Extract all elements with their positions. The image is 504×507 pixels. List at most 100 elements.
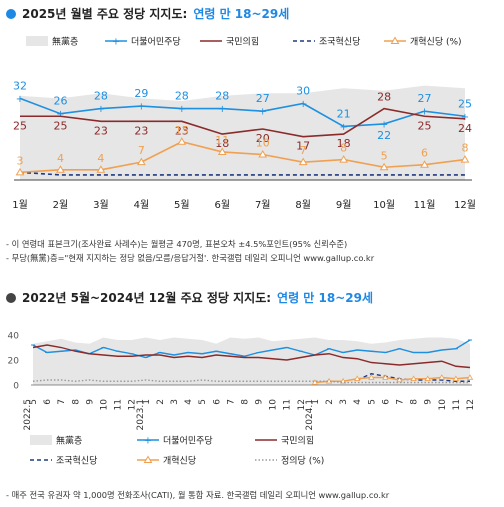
chart2-x-tick-6: 10: [99, 399, 109, 411]
chart1-legend-개혁신당-label: 개혁신당 (%): [410, 37, 462, 48]
chart1-data-label-국민의힘: 25: [13, 119, 27, 132]
chart1-legend--층-swatch: [26, 36, 48, 46]
chart2-x-tick-25: 5: [367, 399, 377, 405]
chart1-data-label-개혁신당: 7: [138, 144, 145, 157]
chart1-data-label-국민의힘: 20: [256, 132, 270, 145]
chart2-year-label-2: 2023.1: [136, 399, 146, 431]
chart2-legend-개혁신당-marker: [143, 455, 153, 463]
chart2-legend-조국혁신당-label: 조국혁신당: [56, 456, 97, 467]
chart1-x-tick-11: 11월: [414, 199, 436, 211]
chart1-point-더불어민주당: +: [97, 104, 105, 115]
chart1-note-2: - 무당(無黨)층="현재 지지하는 정당 없음/모름/응답거절'. 한국갤럽 …: [6, 253, 375, 263]
chart1-data-label-국민의힘: 25: [418, 119, 432, 132]
chart1-data-label-국민의힘: 28: [377, 91, 391, 104]
chart1-data-label-국민의힘: 23: [175, 124, 189, 137]
chart2-x-tick-31: 11: [452, 399, 462, 410]
chart1-data-label-개혁신당: 4: [57, 152, 64, 165]
chart2-y-tick-20: 20: [8, 357, 20, 367]
chart1-data-label-국민의힘: 23: [94, 124, 108, 137]
chart2-legend-더불어민주당-marker: +: [144, 436, 152, 447]
chart1-point-개혁신당: [339, 155, 349, 163]
chart1-legend-국민의힘-label: 국민의힘: [226, 37, 259, 48]
chart1-data-label-더불어민주당: 25: [458, 97, 472, 110]
chart1-title-main: 2025년 월별 주요 정당 지지도:: [22, 7, 188, 21]
chart1-point-개혁신당: [177, 137, 187, 145]
chart1-data-label-더불어민주당: 22: [377, 129, 391, 142]
chart2-x-tick-5: 9: [85, 399, 95, 405]
chart2-x-tick-19: 11: [283, 399, 293, 410]
chart1-legend-더불어민주당-marker: +: [112, 37, 120, 48]
chart1-title: 2025년 월별 주요 정당 지지도: 연령 만 18~29세: [6, 5, 289, 22]
chart2-x-tick-11: 3: [170, 399, 180, 405]
chart1-data-label-더불어민주당: 27: [418, 92, 432, 105]
chart2-legend-개혁신당-label: 개혁신당: [163, 456, 196, 467]
chart1-line-국민의힘: [20, 107, 466, 138]
chart1-point-더불어민주당: +: [16, 94, 24, 105]
chart2-x-tick-9: 1: [142, 399, 152, 405]
chart2-legend-국민의힘-label: 국민의힘: [281, 436, 314, 447]
chart2-title-main: 2022년 5월~2024년 12월 주요 정당 지지도:: [22, 291, 272, 305]
chart1-data-label-국민의힘: 18: [337, 137, 351, 150]
chart1-data-label-개혁신당: 6: [421, 147, 428, 160]
chart1-legend--층-label: 無黨층: [52, 36, 78, 48]
chart2-x-tick-27: 7: [396, 399, 406, 405]
chart2-x-tick-3: 7: [57, 399, 67, 405]
chart2-legend--층-swatch: [30, 435, 52, 445]
chart1-x-tick-9: 9월: [336, 199, 352, 211]
chart1-point-더불어민주당: +: [461, 112, 469, 123]
chart1-line-더불어민주당: [19, 97, 466, 128]
chart1-point-더불어민주당: +: [259, 107, 267, 118]
chart1-point-개혁신당: [258, 150, 268, 158]
chart1-x-tick-6: 6월: [214, 199, 230, 211]
bullet-icon: [6, 8, 16, 19]
chart2-year-label-3: 2024.1: [305, 399, 315, 431]
chart1-point-더불어민주당: +: [178, 104, 186, 115]
chart1-x-tick-8: 8월: [295, 199, 311, 211]
chart1-data-label-개혁신당: 4: [97, 152, 104, 165]
chart2-point-개혁신당: [410, 375, 417, 381]
chart1-point-개혁신당: [298, 157, 308, 166]
chart2-point-개혁신당: [382, 374, 389, 380]
chart2-title: 2022년 5월~2024년 12월 주요 정당 지지도: 연령 만 18~29…: [6, 289, 373, 306]
chart2-x-tick-24: 4: [353, 399, 363, 405]
chart2-line-국민의힘: [32, 344, 471, 369]
chart2-x-tick-17: 9: [255, 399, 265, 405]
chart2-x-tick-23: 3: [339, 399, 349, 405]
chart1-x-tick-1: 1월: [12, 199, 28, 211]
chart2-x-tick-14: 6: [212, 399, 222, 405]
chart2-x-tick-13: 5: [198, 399, 208, 405]
chart1-point-더불어민주당: +: [380, 119, 388, 130]
chart1-x-tick-3: 3월: [93, 199, 109, 211]
chart2-y-tick-0: 0: [13, 382, 19, 392]
chart1-x-tick-10: 10월: [373, 199, 395, 211]
chart1-data-label-더불어민주당: 32: [13, 79, 27, 92]
chart1-point-개혁신당: [136, 157, 146, 166]
chart1-data-label-더불어민주당: 21: [337, 107, 351, 120]
chart2-point-개혁신당: [424, 375, 431, 381]
chart2-x-tick-7: 11: [114, 399, 124, 410]
chart2-year-label-1: 2022.5: [23, 399, 33, 431]
chart1-line-개혁신당: [19, 140, 466, 174]
chart1-x-tick-7: 7월: [255, 199, 271, 211]
chart1-data-label-개혁신당: 3: [17, 154, 24, 167]
chart2-x-tick-18: 10: [269, 399, 279, 411]
chart1-x-tick-5: 5월: [174, 199, 190, 211]
chart2-note: - 매주 전국 유권자 약 1,000명 전화조사(CATI), 월 통합 자료…: [6, 490, 390, 500]
chart1-data-label-개혁신당: 15: [175, 124, 189, 137]
chart1-point-개혁신당: [96, 165, 106, 173]
chart1-data-label-더불어민주당: 29: [134, 87, 148, 100]
chart1-point-더불어민주당: +: [218, 104, 226, 115]
chart1-data-label-개혁신당: 7: [300, 144, 307, 157]
chart2-point-개혁신당: [354, 375, 361, 381]
chart1-point-더불어민주당: +: [299, 99, 307, 110]
chart2-x-tick-16: 8: [240, 399, 250, 405]
chart2-point-개혁신당: [452, 375, 460, 381]
chart2-area--층: [33, 337, 470, 385]
chart2-legend--층-label: 無黨층: [56, 435, 82, 447]
chart2-point-개혁신당: [311, 379, 319, 385]
chart1-x-tick-12: 12월: [454, 199, 476, 211]
chart1-data-label-국민의힘: 24: [458, 122, 472, 135]
chart1-data-label-개혁신당: 8: [340, 142, 347, 155]
chart1-point-개혁신당: [56, 165, 65, 173]
chart2-legend-더불어민주당-label: 더불어민주당: [163, 436, 213, 447]
